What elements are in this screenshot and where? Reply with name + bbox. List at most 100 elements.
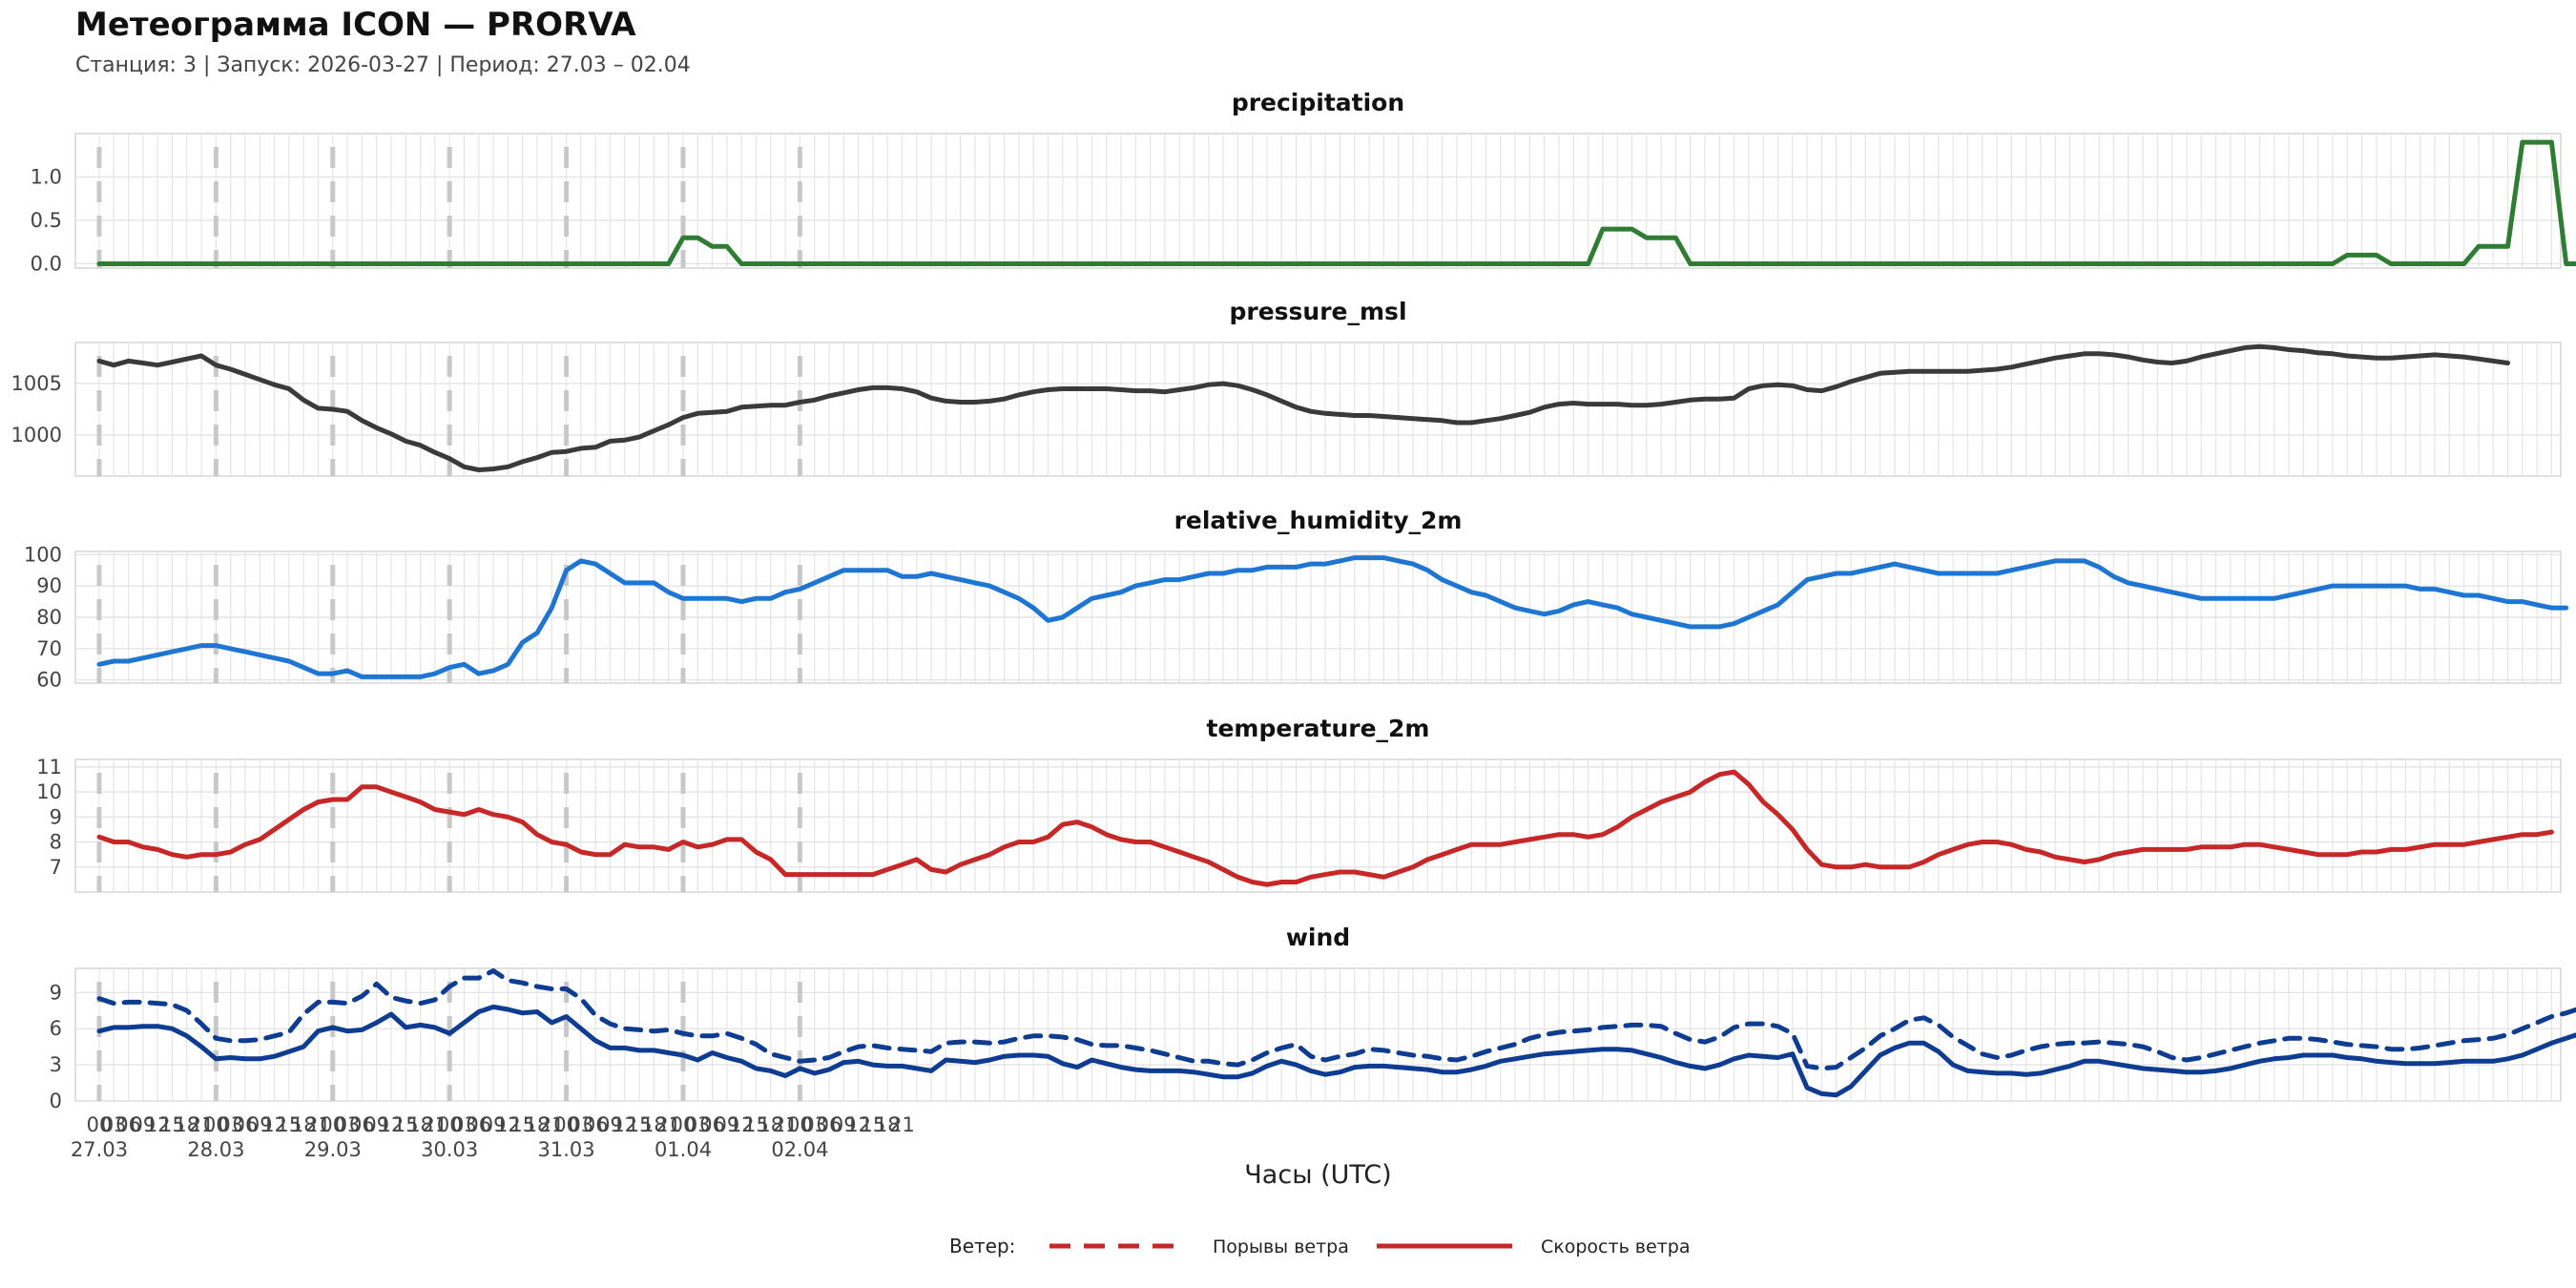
x-hour-tick-label: 06	[817, 1113, 842, 1136]
relative_humidity_2m-ytick-label: 70	[36, 637, 62, 660]
relative_humidity_2m-ytick-label: 90	[36, 574, 62, 597]
x-hour-tick-label: 00	[671, 1113, 696, 1136]
x-hour-tick-label: 18	[407, 1113, 433, 1136]
x-hour-tick-label: 03	[218, 1113, 243, 1136]
temperature_2m-ytick-label: 7	[50, 856, 62, 879]
x-hour-tick-label: 21	[305, 1113, 331, 1136]
x-hour-tick-label: 12	[729, 1113, 755, 1136]
x-hour-tick-label: 03	[685, 1113, 711, 1136]
x-day-tick-label: 30.03	[421, 1138, 478, 1161]
x-hour-tick-label: 21	[539, 1113, 565, 1136]
temperature_2m-ytick-label: 10	[36, 780, 62, 803]
x-hour-tick-label: 03	[451, 1113, 477, 1136]
precipitation-series-line	[96, 139, 2576, 266]
x-hour-tick-label: 06	[115, 1113, 141, 1136]
x-hour-tick-label: 06	[699, 1113, 725, 1136]
x-hour-tick-label: 18	[525, 1113, 551, 1136]
x-day-tick-label: 29.03	[304, 1138, 362, 1161]
x-hour-tick-label: 21	[889, 1113, 915, 1136]
x-axis-label: Часы (UTC)	[1244, 1160, 1391, 1190]
wind-plot-area	[74, 967, 2562, 1102]
x-hour-tick-label: 15	[743, 1113, 769, 1136]
pressure_msl-ytick-label: 1000	[11, 424, 62, 447]
x-hour-tick-label: 15	[277, 1113, 302, 1136]
x-hour-tick-label: 12	[145, 1113, 171, 1136]
temperature_2m-plot-area	[74, 758, 2562, 893]
relative_humidity_2m-ytick-label: 100	[24, 543, 62, 566]
precipitation-plot-area	[74, 133, 2562, 269]
precipitation-ytick-label: 0.5	[31, 209, 62, 232]
legend-label-gusts: Порывы ветра	[1213, 1236, 1349, 1257]
temperature_2m-ytick-label: 11	[36, 756, 62, 779]
x-hour-tick-label: 00	[787, 1113, 813, 1136]
x-hour-tick-label: 09	[247, 1113, 273, 1136]
legend-title: Ветер:	[949, 1235, 1015, 1257]
x-hour-tick-label: 09	[715, 1113, 740, 1136]
x-hour-tick-label: 00	[553, 1113, 579, 1136]
x-hour-tick-label: 12	[261, 1113, 287, 1136]
wind-series-gusts	[96, 968, 2576, 1071]
x-hour-tick-label: 18	[875, 1113, 901, 1136]
pressure_msl-plot-area	[74, 342, 2562, 477]
x-hour-tick-label: 18	[758, 1113, 783, 1136]
x-hour-tick-label: 15	[393, 1113, 419, 1136]
x-hour-tick-label: 15	[159, 1113, 185, 1136]
pressure_msl-panel-title: pressure_msl	[1229, 298, 1406, 325]
relative_humidity_2m-series-line	[96, 555, 2569, 679]
wind-ytick-label: 0	[50, 1090, 62, 1112]
wind-ytick-label: 6	[50, 1017, 62, 1040]
x-hour-tick-label: 21	[655, 1113, 681, 1136]
relative_humidity_2m-panel-title: relative_humidity_2m	[1174, 507, 1463, 534]
x-hour-tick-label: 18	[174, 1113, 199, 1136]
x-hour-tick-label: 00	[437, 1113, 463, 1136]
x-hour-tick-label: 06	[349, 1113, 375, 1136]
x-hour-tick-label: 18	[641, 1113, 667, 1136]
x-hour-tick-label: 15	[627, 1113, 653, 1136]
x-hour-tick-label: 09	[481, 1113, 507, 1136]
temperature_2m-panel-title: temperature_2m	[1207, 715, 1430, 742]
x-hour-tick-label: 15	[509, 1113, 535, 1136]
wind-panel-title: wind	[1286, 924, 1350, 951]
x-hour-tick-label: 03	[801, 1113, 827, 1136]
x-hour-tick-label: 12	[845, 1113, 871, 1136]
x-hour-tick-label: 00	[87, 1113, 113, 1136]
relative_humidity_2m-ytick-label: 60	[36, 669, 62, 692]
x-hour-tick-label: 03	[569, 1113, 594, 1136]
x-day-tick-label: 01.04	[654, 1138, 712, 1161]
wind-ytick-label: 9	[50, 981, 62, 1004]
x-hour-tick-label: 00	[203, 1113, 229, 1136]
temperature_2m-ytick-label: 8	[50, 831, 62, 854]
precipitation-ytick-label: 0.0	[31, 252, 62, 275]
x-hour-tick-label: 09	[597, 1113, 623, 1136]
x-hour-tick-label: 00	[320, 1113, 345, 1136]
pressure_msl-series-line	[96, 343, 2510, 472]
temperature_2m-ytick-label: 9	[50, 805, 62, 828]
chart-subtitle: Станция: 3 | Запуск: 2026-03-27 | Период…	[75, 53, 691, 77]
temperature_2m-series-line	[96, 769, 2554, 887]
x-hour-tick-label: 12	[612, 1113, 637, 1136]
chart-header: Метеограмма ICON — PRORVA Станция: 3 | З…	[75, 6, 691, 77]
relative_humidity_2m-ytick-label: 80	[36, 606, 62, 629]
wind-series-line	[96, 1004, 2576, 1098]
pressure_msl-ytick-label: 1005	[11, 372, 62, 395]
x-hour-tick-label: 21	[189, 1113, 215, 1136]
x-hour-tick-label: 15	[861, 1113, 886, 1136]
x-hour-tick-label: 06	[233, 1113, 259, 1136]
precipitation-panel-title: precipitation	[1232, 89, 1404, 116]
x-hour-tick-label: 09	[364, 1113, 389, 1136]
x-hour-tick-label: 12	[379, 1113, 405, 1136]
x-hour-tick-label: 06	[583, 1113, 609, 1136]
x-hour-tick-label: 12	[495, 1113, 521, 1136]
x-hour-tick-label: 18	[291, 1113, 317, 1136]
x-day-tick-label: 28.03	[187, 1138, 244, 1161]
chart-title: Метеограмма ICON — PRORVA	[75, 6, 636, 44]
legend-label-speed: Скорость ветра	[1541, 1236, 1690, 1257]
x-hour-tick-label: 21	[773, 1113, 799, 1136]
x-hour-tick-label: 09	[831, 1113, 857, 1136]
precipitation-ytick-label: 1.0	[31, 165, 62, 188]
x-hour-tick-label: 06	[466, 1113, 491, 1136]
x-hour-tick-label: 03	[335, 1113, 361, 1136]
x-day-tick-label: 31.03	[538, 1138, 595, 1161]
x-day-tick-label: 02.04	[771, 1138, 828, 1161]
